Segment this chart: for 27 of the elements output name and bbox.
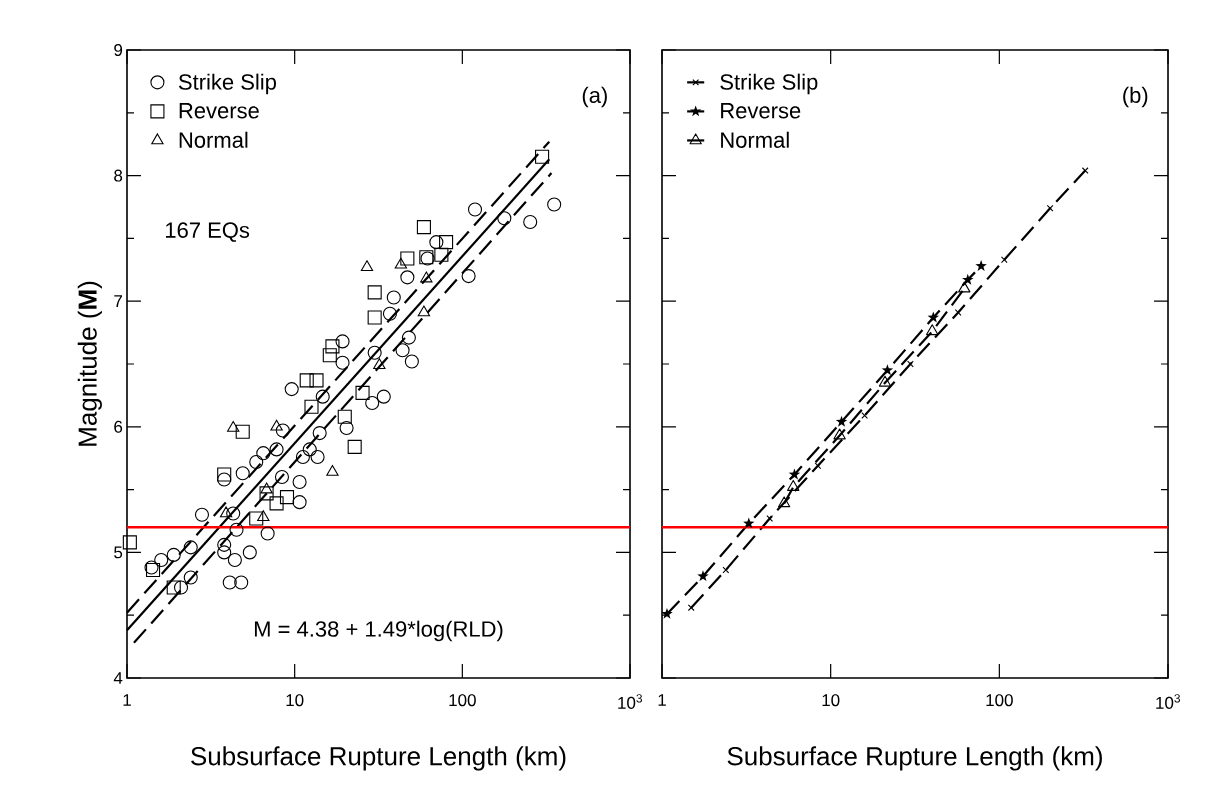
annotation: 167 EQs bbox=[166, 222, 250, 242]
x-axis-title: Subsurface Rupture Length (km) bbox=[191, 746, 566, 771]
x-tick-label: 10 bbox=[822, 694, 840, 707]
x-axis-title: Subsurface Rupture Length (km) bbox=[727, 746, 1102, 771]
legend-label: Strike Slip bbox=[178, 73, 276, 95]
annotation: M = 4.38 + 1.49*log(RLD) bbox=[254, 620, 503, 642]
y-axis-title: Magnitude (M) bbox=[77, 281, 102, 446]
x-tick-label: 1 bbox=[123, 694, 131, 706]
y-tick-label: 6 bbox=[114, 420, 123, 433]
legend-label: Strike Slip bbox=[720, 73, 818, 95]
x-tick-label: 10$^{3}$ bbox=[618, 694, 642, 709]
x-tick-label: 1 bbox=[658, 694, 666, 706]
y-tick-label: 8 bbox=[114, 169, 123, 182]
legend-label: Reverse bbox=[721, 103, 801, 119]
annotation: (b) bbox=[1123, 86, 1148, 108]
legend-label: Reverse bbox=[179, 103, 259, 119]
x-tick-label: 10$^{3}$ bbox=[1156, 694, 1180, 709]
legend-label: Normal bbox=[721, 131, 789, 148]
y-tick-label: 5 bbox=[114, 546, 123, 559]
x-tick-label: 100 bbox=[986, 694, 1013, 707]
y-tick-label: 7 bbox=[114, 295, 123, 308]
x-tick-label: 10 bbox=[286, 694, 304, 707]
y-tick-label: 4 bbox=[113, 672, 123, 684]
legend-label: Normal bbox=[179, 131, 248, 148]
y-tick-label: 9 bbox=[114, 43, 123, 57]
x-tick-label: 100 bbox=[449, 694, 476, 707]
annotation: (a) bbox=[582, 86, 607, 108]
